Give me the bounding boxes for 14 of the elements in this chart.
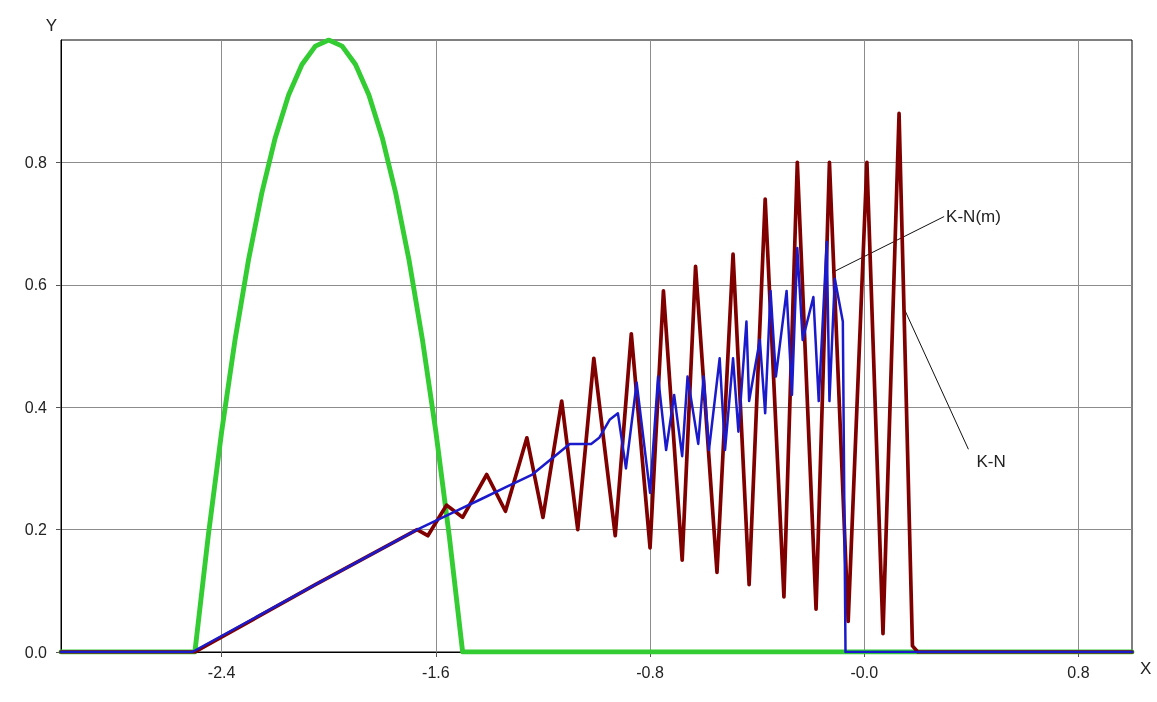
annotation: K-N(m): [946, 207, 1001, 227]
y-tick-label: 0.4: [24, 398, 48, 416]
x-tick-label: -1.6: [422, 663, 450, 681]
y-tick-label: 0.6: [24, 276, 48, 294]
x-tick-label: -0.8: [636, 663, 664, 681]
x-tick-label: -0.0: [850, 663, 879, 681]
y-tick-label: 0.8: [24, 153, 48, 171]
y-tick-label: 0.0: [24, 643, 48, 661]
y-tick-label: 0.2: [24, 521, 48, 539]
x-tick-label: 0.8: [1067, 663, 1090, 681]
x-axis-title: X: [1140, 659, 1152, 678]
y-axis-title: Y: [45, 16, 57, 35]
x-tick-label: -2.4: [207, 663, 236, 681]
annotation: K-N: [976, 451, 1006, 471]
